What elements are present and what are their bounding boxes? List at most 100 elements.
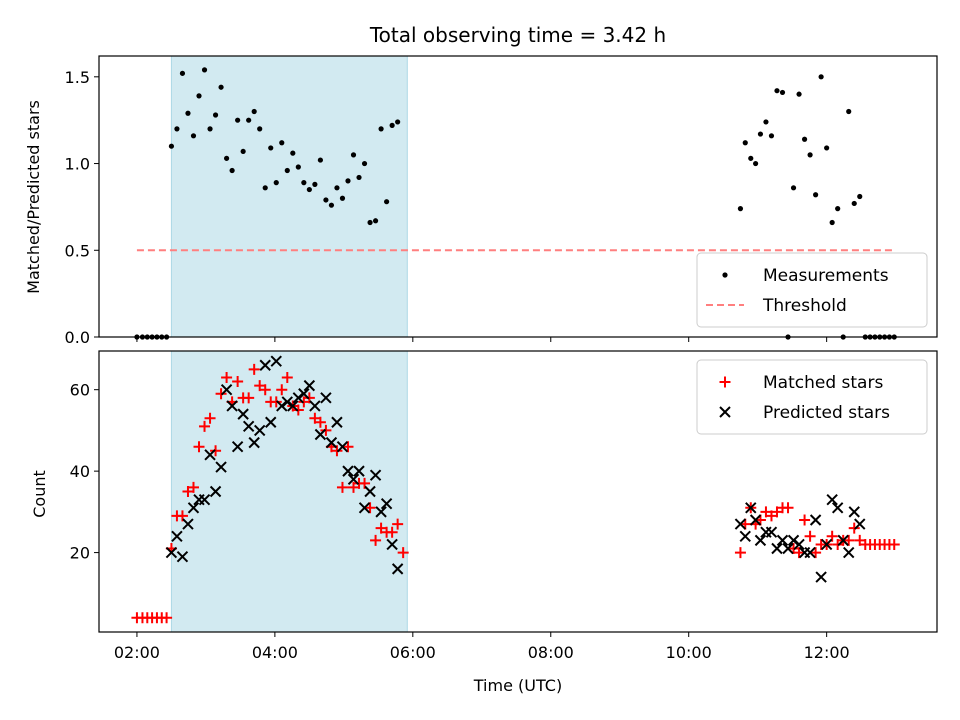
data-point-x [854, 518, 866, 530]
data-point-x [831, 502, 844, 514]
data-point-x [793, 538, 805, 551]
y-tick-label: 60 [70, 381, 90, 400]
legend-marker [719, 406, 731, 418]
data-point-dot [179, 70, 186, 76]
data-point-plus [199, 420, 211, 432]
x-tick-label: 04:00 [252, 643, 298, 662]
y-tick-label: 40 [70, 462, 90, 481]
data-point-x [776, 534, 789, 547]
legend-top: Measurements Threshold [696, 252, 928, 328]
data-point-x [215, 461, 227, 473]
y-axis-label-top: Matched/Predicted stars [24, 100, 43, 294]
data-point-plus [309, 412, 321, 424]
data-point-plus [342, 441, 354, 453]
data-point-dot [212, 112, 219, 118]
data-point-plus [804, 530, 816, 542]
data-point-dot [317, 157, 323, 163]
data-point-x [358, 502, 371, 514]
data-point-x [369, 469, 382, 481]
data-point-plus [854, 534, 866, 546]
data-point-x [380, 498, 393, 510]
data-point-x [220, 383, 233, 396]
data-point-x [771, 542, 783, 555]
y-axis-label-bottom: Count [30, 470, 49, 518]
data-point-dot [851, 200, 857, 207]
data-point-x [253, 424, 266, 437]
data-point-plus [320, 424, 332, 436]
data-point-dot [813, 192, 819, 198]
bottom-panel: 20 40 60 02:00 04:00 06:00 08:00 10:00 12:00 Matc… [70, 350, 938, 662]
data-point-x [198, 493, 211, 506]
data-point-plus [248, 363, 260, 375]
legend-label: Measurements [763, 266, 889, 286]
data-point-x [276, 400, 288, 412]
data-point-x [848, 506, 860, 518]
data-point-plus [348, 481, 360, 493]
data-point-x [843, 546, 855, 559]
data-point-x [391, 563, 404, 575]
x-tick-label: 02:00 [114, 643, 160, 662]
data-point-dot [339, 195, 346, 201]
data-point-plus [734, 547, 746, 559]
data-point-plus [270, 396, 282, 408]
data-point-plus [392, 518, 404, 530]
x-tick-label: 06:00 [390, 643, 436, 662]
data-point-x [292, 392, 305, 404]
data-point-x [209, 485, 222, 498]
data-point-x [171, 530, 183, 543]
data-point-dot [372, 218, 379, 224]
data-point-plus [765, 510, 777, 522]
data-point-x [298, 388, 310, 400]
data-point-x [837, 534, 849, 547]
data-point-dot [257, 126, 263, 132]
data-point-x [176, 550, 189, 563]
legend-marker [722, 272, 728, 278]
data-point-x [325, 436, 338, 449]
data-point-dot [345, 178, 351, 184]
data-point-dot [312, 181, 318, 187]
data-point-x [314, 428, 327, 441]
legend-bottom: Matched stars Predicted stars [696, 359, 928, 435]
data-point-dot [378, 126, 384, 132]
data-point-dot [763, 119, 769, 125]
data-point-dot [268, 145, 274, 151]
data-point-x [259, 359, 271, 371]
data-point-x [734, 518, 747, 530]
shaded-interval-bottom [170, 350, 408, 633]
y-tick-label: 0.0 [65, 328, 90, 347]
data-point-dot [356, 174, 362, 181]
y-tick-label: 1.0 [65, 155, 90, 174]
legend-box [696, 252, 928, 328]
data-point-plus [298, 396, 310, 408]
data-point-dot [748, 155, 754, 161]
x-axis-label: Time (UTC) [473, 676, 562, 695]
data-point-plus [259, 384, 271, 396]
data-point-x [270, 355, 282, 367]
data-point-dot [290, 150, 296, 156]
data-point-dot [829, 219, 835, 226]
data-point-dot [273, 180, 279, 186]
data-point-dot [361, 160, 368, 167]
top-panel: 0.0 0.5 1.0 1.5 Measurements Threshold [65, 55, 938, 347]
data-point-dot [824, 145, 830, 151]
data-point-dot [262, 185, 268, 191]
x-tick-label: 08:00 [528, 643, 574, 662]
data-point-dot [818, 74, 824, 80]
y-tick-label: 1.5 [65, 68, 90, 87]
data-point-plus [760, 506, 772, 518]
data-point-dot [301, 180, 307, 186]
data-point-x [281, 396, 293, 408]
legend-label: Predicted stars [763, 403, 890, 423]
x-tick-label: 12:00 [804, 643, 850, 662]
data-point-dot [190, 133, 197, 139]
data-point-x [782, 542, 794, 555]
data-point-dot [737, 206, 744, 212]
data-point-plus [232, 376, 244, 388]
data-point-x [745, 502, 757, 514]
data-point-plus [187, 481, 199, 493]
data-point-plus [210, 445, 222, 457]
data-point-x [242, 420, 255, 433]
data-point-x [336, 440, 349, 453]
data-point-dot [185, 110, 191, 116]
